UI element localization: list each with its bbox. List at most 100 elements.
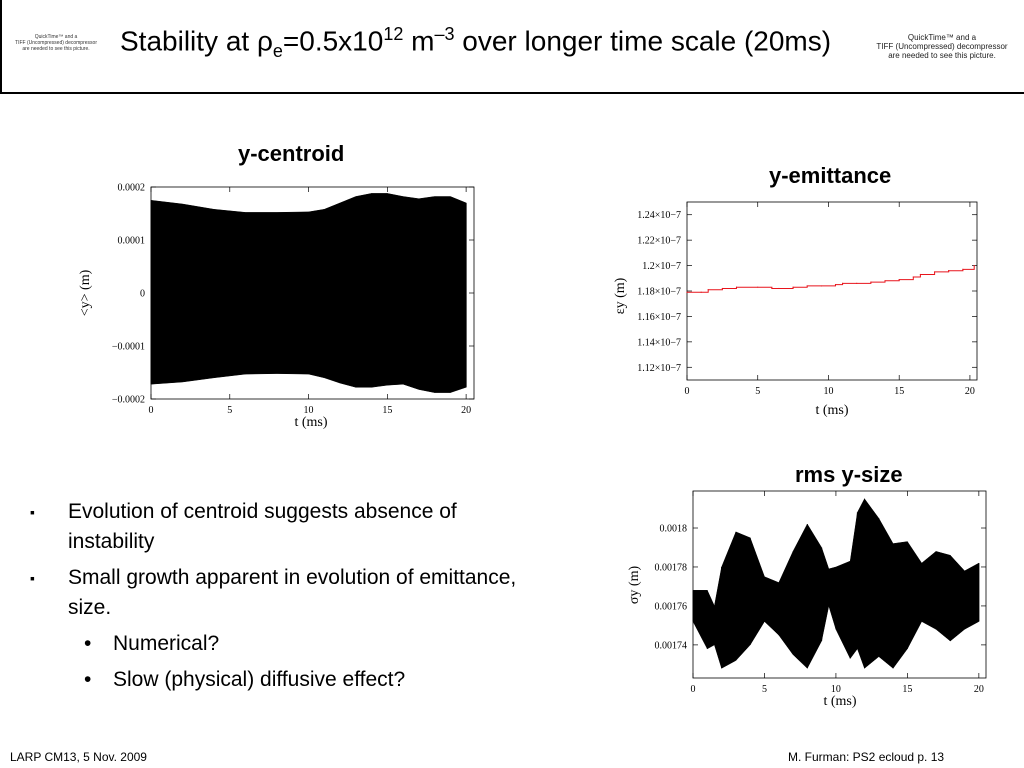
y-tick-label: 1.22×10−7	[637, 236, 681, 247]
y-tick-label: 1.24×10−7	[637, 210, 681, 221]
x-tick-label: 0	[685, 386, 690, 397]
emittance-data-point	[806, 285, 808, 287]
emittance-data-point	[962, 268, 964, 270]
dot-bullet-icon: •	[84, 668, 92, 691]
x-tick-label: 5	[755, 386, 760, 397]
emittance-data-point	[856, 282, 858, 284]
y-tick-label: 1.18×10−7	[637, 287, 681, 298]
qt-right-line-3: are needed to see this picture.	[888, 51, 996, 60]
header-left-rule	[0, 0, 2, 92]
y-tick-label: 1.16×10−7	[637, 312, 681, 323]
x-tick-label: 20	[965, 386, 975, 397]
emittance-data-point	[721, 287, 723, 290]
y-axis-label: σy (m)	[627, 566, 642, 605]
x-tick-label: 15	[894, 386, 904, 397]
slide-header: QuickTime™ and a TIFF (Uncompressed) dec…	[0, 0, 1024, 94]
emittance-data-point	[870, 281, 872, 283]
sub-bullet-text: Slow (physical) diffusive effect?	[113, 668, 406, 691]
emittance-data-point	[700, 291, 702, 293]
square-bullet-icon: ▪	[30, 504, 35, 520]
y-tick-label: 0.00178	[655, 562, 688, 573]
size-chart: 0 5 10 15 20 0.0018 0.00178 0.00176 0.00174 t (ms…	[618, 488, 994, 710]
x-tick-label: 20	[461, 405, 471, 416]
x-axis-label: t (ms)	[294, 415, 327, 430]
x-tick-label: 5	[762, 684, 767, 695]
y-tick-label: 0.0002	[118, 183, 146, 194]
x-tick-label: 15	[382, 405, 392, 416]
y-tick-label: 0.00176	[655, 601, 688, 612]
y-axis-label: <y> (m)	[78, 269, 93, 316]
y-tick-label: 0.0001	[118, 236, 146, 247]
y-tick-label: 0.0018	[660, 524, 688, 535]
footer-right: M. Furman: PS2 ecloud p. 13	[788, 750, 945, 764]
title-unit-exponent: –3	[434, 24, 455, 44]
title-exponent: 12	[383, 24, 404, 44]
title-mid: =0.5x10	[282, 25, 384, 57]
size-chart-svg: 0 5 10 15 20 0.0018 0.00178 0.00176 0.00174 t (ms…	[627, 490, 987, 709]
emittance-data-point	[792, 286, 794, 288]
emittance-data-point	[919, 273, 922, 276]
emittance-data-point	[686, 291, 688, 293]
title-unit: m	[403, 25, 435, 57]
emittance-data-point	[778, 287, 780, 290]
emittance-plot-title: y-emittance	[769, 163, 892, 188]
sub-bullet-item: • Slow (physical) diffusive effect?	[30, 665, 530, 695]
y-tick-label: 1.12×10−7	[637, 363, 681, 374]
emittance-data-point	[771, 287, 773, 290]
title-subscript: e	[272, 40, 283, 61]
emittance-data-point	[898, 278, 900, 281]
x-tick-label: 10	[304, 405, 314, 416]
bullet-item: ▪ Evolution of centroid suggests absence …	[30, 497, 530, 557]
plot-frame	[692, 490, 987, 679]
y-tick-label: 0	[140, 289, 145, 300]
square-bullet-icon: ▪	[30, 570, 35, 586]
y-tick-label: −0.0001	[112, 342, 145, 353]
sub-bullet-text: Numerical?	[113, 632, 220, 655]
title-prefix: Stability at	[120, 25, 257, 57]
x-axis-label: t (ms)	[815, 403, 848, 418]
slide-title: Stability at ρe=0.5x1012 m–3 over longer…	[120, 24, 831, 62]
emittance-data-point	[948, 270, 950, 272]
emittance-chart: 0 5 10 15 20 1.24×10−7 1.22×10−7 1.2×10−7 1.18×1…	[612, 192, 987, 420]
qt-left-line-1: QuickTime™ and a	[34, 34, 78, 40]
emittance-data-point	[884, 280, 886, 282]
size-plot-title: rms y-size	[795, 462, 903, 487]
bullet-list: ▪ Evolution of centroid suggests absence …	[30, 497, 530, 701]
bullet-text: Small growth apparent in evolution of em…	[68, 566, 517, 619]
x-tick-label: 10	[831, 684, 841, 695]
quicktime-placeholder-right: QuickTime™ and a TIFF (Uncompressed) dec…	[862, 33, 1022, 60]
emittance-chart-svg: 0 5 10 15 20 1.24×10−7 1.22×10−7 1.2×10−7 1.18×1…	[613, 201, 978, 418]
plot-frame	[686, 201, 978, 381]
y-tick-label: 0.00174	[655, 640, 688, 651]
dot-bullet-icon: •	[84, 632, 92, 655]
qt-right-line-2: TIFF (Uncompressed) decompressor	[876, 42, 1008, 51]
emittance-data-point	[757, 286, 759, 288]
x-tick-label: 10	[823, 386, 833, 397]
qt-right-line-1: QuickTime™ and a	[907, 33, 977, 42]
x-axis-label: t (ms)	[823, 694, 856, 709]
title-rho: ρ	[256, 25, 273, 57]
bullet-item: ▪ Small growth apparent in evolution of e…	[30, 563, 530, 623]
emittance-data-point	[933, 271, 936, 273]
y-tick-label: −0.0002	[112, 395, 145, 406]
bullet-text: Evolution of centroid suggests absence o…	[68, 500, 457, 553]
qt-left-line-3: are needed to see this picture.	[22, 46, 90, 52]
centroid-plot-title: y-centroid	[238, 141, 345, 166]
x-tick-label: 15	[902, 684, 912, 695]
emittance-data-point	[834, 284, 837, 286]
centroid-chart: 0 5 10 15 20 0.0002 0.0001 0 −0.0001 −0.0002 t (ms…	[76, 178, 486, 433]
qt-left-line-2: TIFF (Uncompressed) decompressor	[15, 40, 97, 46]
emittance-data-point	[820, 285, 822, 287]
emittance-data-point	[842, 282, 844, 284]
emittance-series-line	[687, 265, 975, 293]
centroid-chart-svg: 0 5 10 15 20 0.0002 0.0001 0 −0.0001 −0.0002 t (ms…	[78, 183, 475, 430]
y-tick-label: 1.14×10−7	[637, 337, 681, 348]
sub-bullet-item: • Numerical?	[30, 629, 530, 659]
emittance-data-point	[973, 264, 975, 267]
title-suffix: over longer time scale (20ms)	[454, 25, 832, 57]
quicktime-placeholder-left: QuickTime™ and a TIFF (Uncompressed) dec…	[2, 34, 110, 52]
emittance-data-point	[735, 286, 738, 288]
x-tick-label: 20	[974, 684, 984, 695]
footer-left: LARP CM13, 5 Nov. 2009	[10, 750, 147, 764]
emittance-data-point	[912, 276, 914, 278]
